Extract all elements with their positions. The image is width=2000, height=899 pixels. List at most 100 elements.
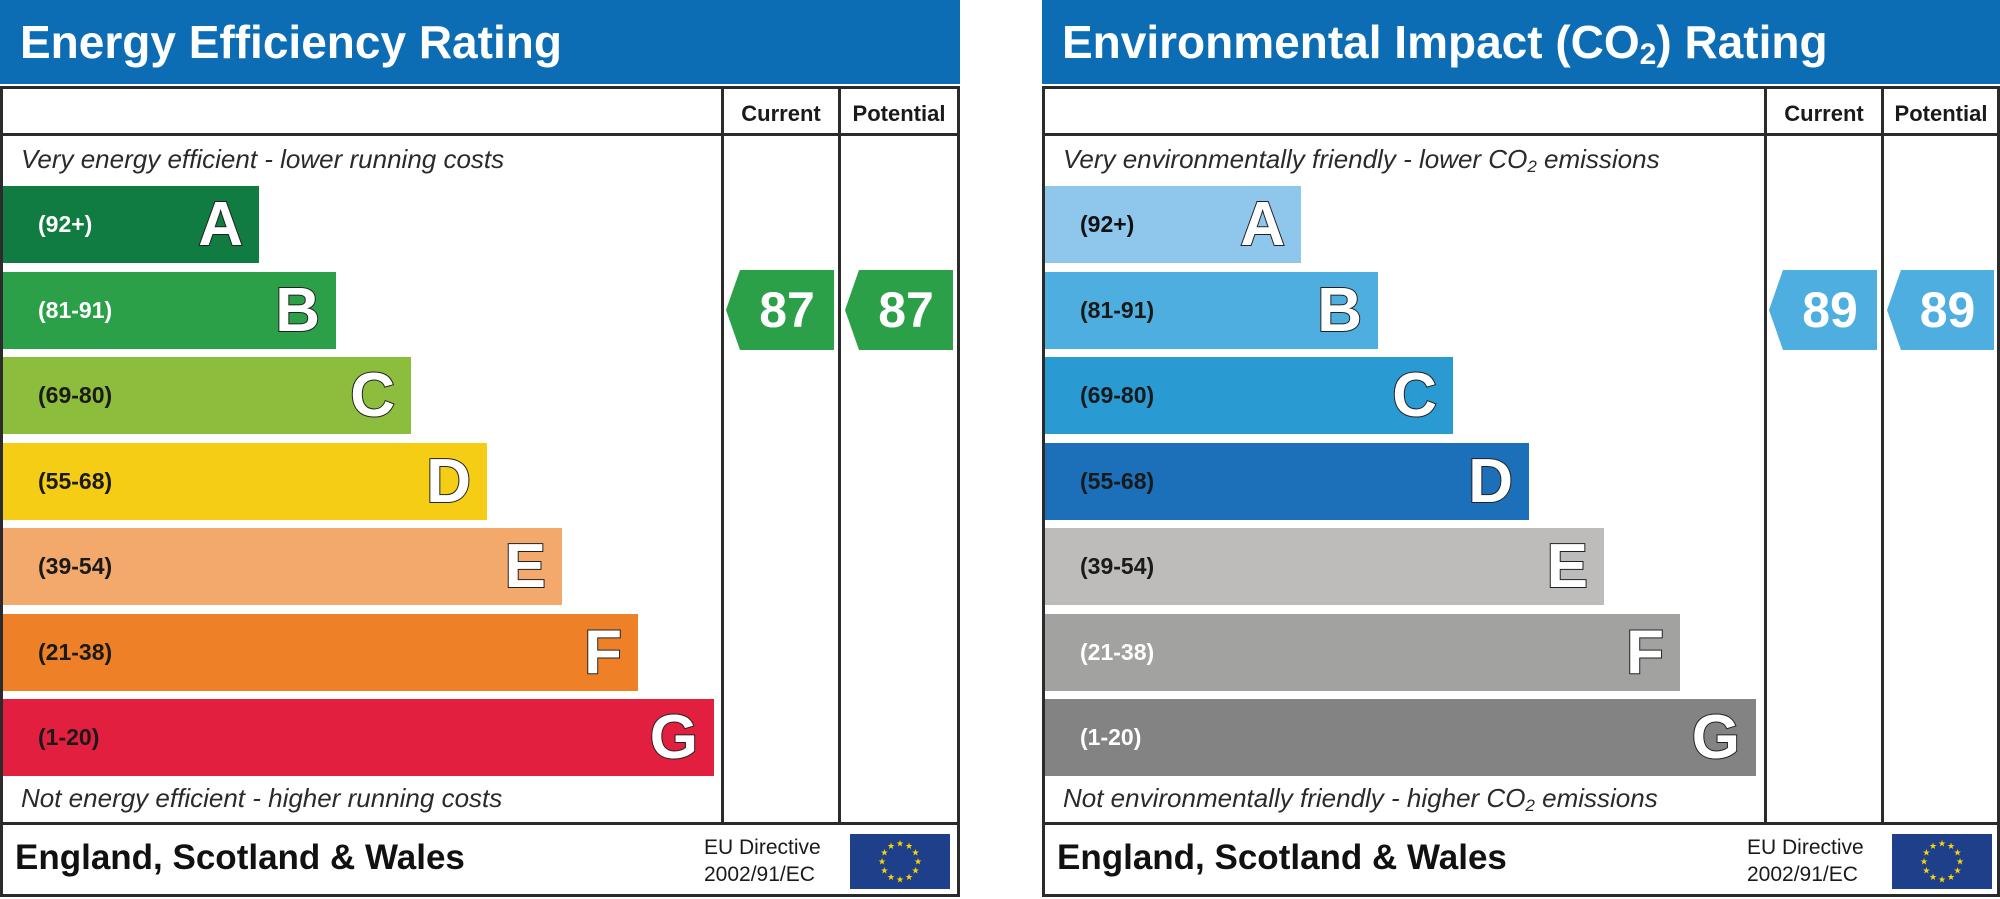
directive-line-2: 2002/91/EC <box>704 863 815 886</box>
current-rating-value: 89 <box>1802 282 1858 338</box>
bottom-caption: Not energy efficient - higher running co… <box>21 783 503 813</box>
band-letter: C <box>349 360 396 431</box>
band-letter: G <box>1691 702 1741 773</box>
band-a: (92+) A <box>1045 186 1301 263</box>
band-f: (21-38) F <box>3 614 638 691</box>
current-rating-value: 87 <box>759 282 815 338</box>
eu-star-icon: ★ <box>1922 848 1930 858</box>
footer-divider <box>0 822 960 825</box>
directive-line-2: 2002/91/EC <box>1747 863 1858 886</box>
eu-star-icon: ★ <box>905 841 913 851</box>
top-caption: Very energy efficient - lower running co… <box>21 144 505 174</box>
eu-star-icon: ★ <box>1956 857 1964 867</box>
band-range-label: (39-54) <box>38 553 113 579</box>
band-range-label: (21-38) <box>38 639 113 665</box>
band-d: (55-68) D <box>1045 443 1529 520</box>
eu-directive-label: EU Directive 2002/91/EC <box>1747 834 1864 888</box>
band-range-label: (55-68) <box>1080 468 1155 494</box>
band-letter: B <box>274 275 321 346</box>
band-letter: C <box>1391 360 1438 431</box>
potential-column-header: Potential <box>852 101 946 126</box>
eu-star-icon: ★ <box>1954 866 1962 876</box>
panel-title: Environmental Impact (CO2) Rating <box>1042 0 2000 84</box>
band-e: (39-54) E <box>1045 528 1604 605</box>
top-caption: Very environmentally friendly - lower CO… <box>1063 144 1660 176</box>
eu-star-icon: ★ <box>880 848 888 858</box>
eu-directive-label: EU Directive 2002/91/EC <box>704 834 821 888</box>
eu-star-icon: ★ <box>878 857 886 867</box>
band-g: (1-20) G <box>3 699 714 776</box>
potential-arrow-shape <box>845 270 953 350</box>
band-a: (92+) A <box>3 186 259 263</box>
eu-flag-icon: ★ ★ ★ ★ ★ ★ ★ ★ ★ ★ ★ ★ <box>850 834 950 889</box>
band-c: (69-80) C <box>1045 357 1453 434</box>
band-range-label: (55-68) <box>38 468 113 494</box>
potential-column-divider <box>838 86 841 825</box>
eu-star-icon: ★ <box>1954 848 1962 858</box>
eu-star-icon: ★ <box>905 872 913 882</box>
eu-star-icon: ★ <box>1938 839 1946 849</box>
band-e: (39-54) E <box>3 528 562 605</box>
band-g: (1-20) G <box>1045 699 1756 776</box>
directive-line-1: EU Directive <box>1747 836 1864 859</box>
header-divider <box>0 133 960 136</box>
region-label: England, Scotland & Wales <box>15 838 465 877</box>
header-divider <box>1042 133 2000 136</box>
band-f: (21-38) F <box>1045 614 1680 691</box>
band-b: (81-91) B <box>3 272 336 349</box>
band-d: (55-68) D <box>3 443 487 520</box>
eu-star-icon: ★ <box>880 866 888 876</box>
band-range-label: (69-80) <box>38 382 113 408</box>
band-c: (69-80) C <box>3 357 411 434</box>
energy-efficiency-panel: Energy Efficiency Rating Current Potenti… <box>0 0 960 899</box>
band-range-label: (81-91) <box>1080 297 1155 323</box>
current-rating-arrow: 87 <box>726 270 834 350</box>
region-label: England, Scotland & Wales <box>1057 838 1507 877</box>
potential-rating-value: 87 <box>878 282 934 338</box>
band-range-label: (39-54) <box>1080 553 1155 579</box>
band-letter: B <box>1316 275 1363 346</box>
potential-column-divider <box>1881 86 1884 825</box>
band-letter: E <box>504 531 547 602</box>
band-letter: E <box>1546 531 1589 602</box>
footer-divider <box>1042 822 2000 825</box>
directive-line-1: EU Directive <box>704 836 821 859</box>
eu-star-icon: ★ <box>1920 857 1928 867</box>
band-letter: D <box>425 446 472 517</box>
band-letter: A <box>197 189 244 260</box>
band-letter: A <box>1239 189 1286 260</box>
eu-star-icon: ★ <box>1947 872 1955 882</box>
potential-rating-arrow: 89 <box>1887 270 1994 350</box>
band-letter: G <box>649 702 699 773</box>
band-range-label: (1-20) <box>38 724 100 750</box>
eu-star-icon: ★ <box>914 857 922 867</box>
band-range-label: (21-38) <box>1080 639 1155 665</box>
band-range-label: (92+) <box>38 211 93 237</box>
eu-star-icon: ★ <box>1947 841 1955 851</box>
potential-rating-arrow: 87 <box>845 270 953 350</box>
band-range-label: (69-80) <box>1080 382 1155 408</box>
eu-star-icon: ★ <box>1929 872 1937 882</box>
eu-star-icon: ★ <box>912 848 920 858</box>
eu-star-icon: ★ <box>887 841 895 851</box>
eu-star-icon: ★ <box>912 866 920 876</box>
band-range-label: (1-20) <box>1080 724 1142 750</box>
band-letter: D <box>1467 446 1514 517</box>
panel-title: Energy Efficiency Rating <box>0 0 960 84</box>
band-letter: F <box>583 617 623 688</box>
eu-flag-icon: ★ ★ ★ ★ ★ ★ ★ ★ ★ ★ ★ ★ <box>1892 834 1992 889</box>
potential-arrow-shape <box>1887 270 1994 350</box>
band-letter: F <box>1625 617 1665 688</box>
potential-column-header: Potential <box>1894 101 1988 126</box>
current-column-divider <box>1764 86 1767 825</box>
eu-star-icon: ★ <box>1922 866 1930 876</box>
eu-star-icon: ★ <box>896 839 904 849</box>
band-range-label: (81-91) <box>38 297 113 323</box>
current-arrow-shape <box>1769 270 1877 350</box>
current-column-divider <box>721 86 724 825</box>
current-column-header: Current <box>741 101 821 126</box>
band-b: (81-91) B <box>1045 272 1378 349</box>
bottom-caption: Not environmentally friendly - higher CO… <box>1063 783 1658 815</box>
eu-star-icon: ★ <box>887 872 895 882</box>
band-range-label: (92+) <box>1080 211 1135 237</box>
